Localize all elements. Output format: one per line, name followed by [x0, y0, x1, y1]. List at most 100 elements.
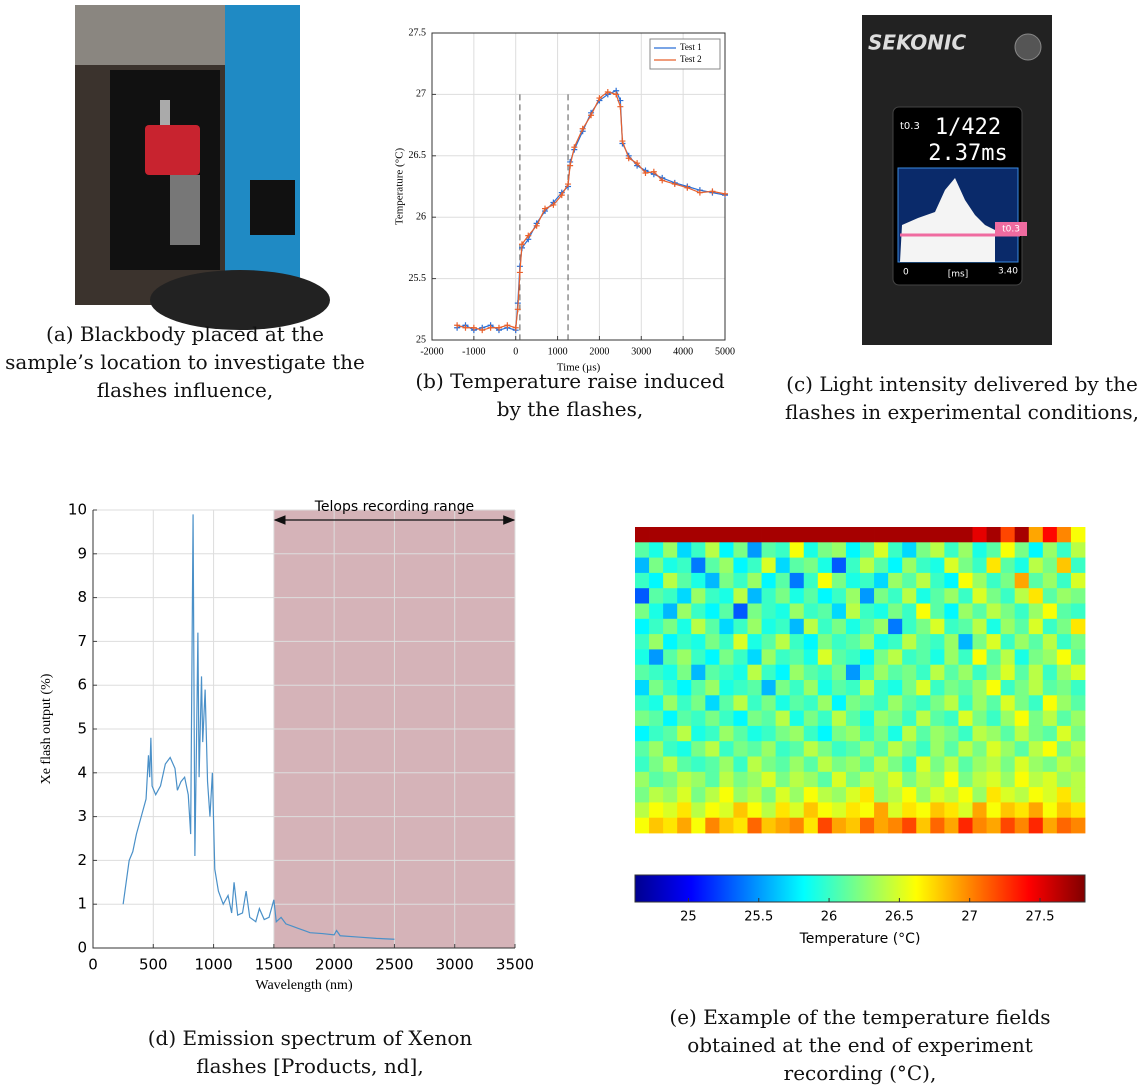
- heat-cell: [817, 802, 833, 819]
- heat-cell: [845, 649, 861, 666]
- heat-cell: [677, 634, 692, 650]
- heat-cell: [705, 634, 720, 650]
- heat-cell: [635, 771, 650, 788]
- heat-cell: [902, 695, 917, 711]
- heat-cell: [635, 817, 650, 834]
- heat-cell: [677, 588, 692, 604]
- heat-cell: [1028, 787, 1044, 803]
- heat-cell: [958, 710, 973, 727]
- heat-cell: [775, 664, 791, 681]
- heat-cell: [1056, 557, 1072, 574]
- plot: -2000 -1000 0 1000 2000 3000 4000 5000 25 25.5 26 2…: [394, 27, 735, 373]
- heat-cell: [789, 771, 805, 788]
- heat-cell: [1042, 588, 1058, 604]
- heat-cell: [677, 695, 692, 711]
- heat-cell: [761, 695, 777, 711]
- heat-cell: [677, 741, 692, 757]
- heat-cell: [1000, 741, 1016, 757]
- heat-cell: [902, 756, 917, 773]
- heat-cell: [719, 527, 734, 543]
- heat-cell: [916, 542, 931, 558]
- heat-cell: [902, 710, 917, 727]
- heat-cell: [986, 588, 1002, 604]
- heat-cell: [1014, 802, 1030, 819]
- heat-cell: [775, 680, 791, 696]
- heat-cell: [677, 787, 692, 803]
- heat-cell: [789, 725, 805, 742]
- heat-cell: [888, 572, 903, 589]
- heat-cell: [1000, 695, 1016, 711]
- heat-cell: [845, 634, 861, 650]
- heat-cell: [944, 618, 959, 635]
- heat-cell: [691, 741, 706, 757]
- colorbar-tick-label: 25.5: [744, 910, 773, 925]
- heat-cell: [677, 527, 692, 543]
- plot: 0 500 1000 1500 2000 2500 3000 3500 0 1 2 3 4 5 6 7 8 9 10…: [39, 499, 534, 993]
- heat-cell: [860, 802, 875, 819]
- heat-cell: [1042, 557, 1058, 574]
- heat-cell: [649, 603, 664, 620]
- y-tick-label: 10: [68, 501, 87, 519]
- heat-cell: [986, 756, 1002, 773]
- heat-cell: [817, 572, 833, 589]
- heat-cell: [1014, 618, 1030, 635]
- heat-cell: [1070, 710, 1086, 727]
- heat-cell: [888, 603, 903, 620]
- heat-cell: [1014, 634, 1030, 650]
- point-marker: [550, 201, 557, 208]
- heat-cell: [1042, 634, 1058, 650]
- heat-cell: [888, 680, 903, 696]
- heat-cell: [719, 771, 734, 788]
- heat-cell: [845, 618, 861, 635]
- point-marker: [504, 322, 511, 329]
- heat-cell: [705, 695, 720, 711]
- heat-cell: [874, 741, 889, 757]
- point-marker: [659, 177, 666, 184]
- point-marker: [625, 155, 632, 162]
- heat-cell: [944, 771, 959, 788]
- point-marker: [596, 95, 603, 102]
- point-marker: [571, 144, 578, 151]
- heat-cell: [972, 664, 987, 681]
- y-tick-label: 26: [416, 211, 426, 222]
- heat-cell: [663, 695, 678, 711]
- point-marker: [642, 169, 649, 176]
- heat-cell: [789, 634, 805, 650]
- heat-cell: [691, 603, 706, 620]
- heat-cell: [775, 618, 791, 635]
- heat-cell: [649, 680, 664, 696]
- heat-cell: [860, 741, 875, 757]
- heat-cell: [733, 649, 748, 666]
- heat-cell: [1000, 710, 1016, 727]
- heat-cell: [874, 710, 889, 727]
- heat-cell: [817, 771, 833, 788]
- heat-cell: [1028, 802, 1044, 819]
- heat-cell: [663, 817, 678, 834]
- heat-cell: [944, 725, 959, 742]
- heat-cell: [930, 680, 945, 696]
- heat-cell: [761, 649, 777, 666]
- point-marker: [454, 322, 461, 329]
- heat-cell: [705, 787, 720, 803]
- heat-cell: [775, 817, 791, 834]
- point-marker: [709, 188, 716, 195]
- point-marker: [579, 125, 586, 132]
- heat-cell: [874, 649, 889, 666]
- heat-cell: [747, 756, 762, 773]
- heat-cell: [1042, 741, 1058, 757]
- heat-cell: [986, 634, 1002, 650]
- heat-cell: [902, 725, 917, 742]
- heat-cell: [747, 649, 762, 666]
- heat-cell: [1014, 771, 1030, 788]
- heat-cell: [860, 664, 875, 681]
- heat-cell: [930, 817, 945, 834]
- heat-cell: [1056, 680, 1072, 696]
- heat-cell: [874, 527, 889, 543]
- heat-cell: [733, 588, 748, 604]
- heat-cell: [845, 817, 861, 834]
- heat-cell: [972, 771, 987, 788]
- caption: (b) Temperature raise induced by the fla…: [415, 369, 725, 421]
- heat-cell: [789, 817, 805, 834]
- heat-cell: [817, 725, 833, 742]
